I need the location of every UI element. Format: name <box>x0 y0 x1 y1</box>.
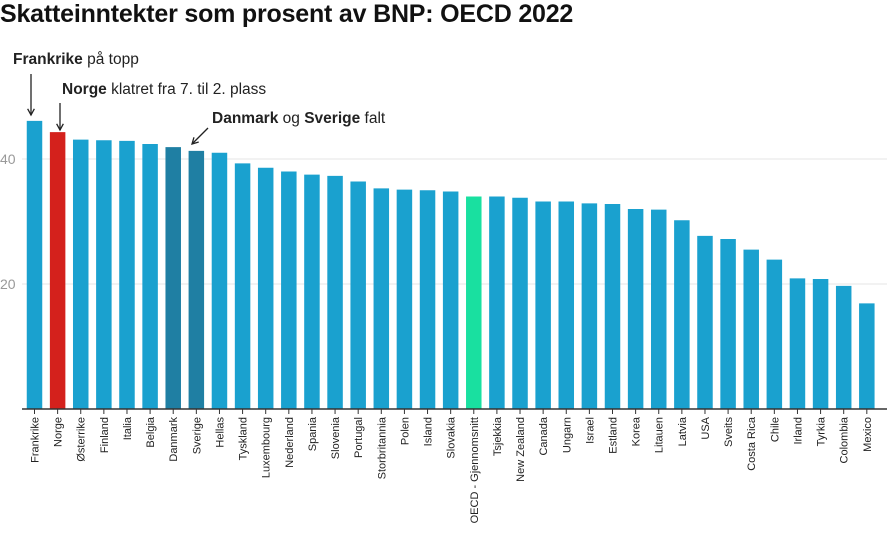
x-tick-label: Sveits <box>723 417 735 447</box>
x-tick-label: Danmark <box>168 417 180 462</box>
x-tick-label: Nederland <box>284 417 296 468</box>
annotation-sverige: Danmark og Sverige falt <box>212 110 386 127</box>
x-tick-label: Spania <box>307 416 319 451</box>
x-tick-label: Luxembourg <box>261 417 273 478</box>
bar-finland <box>96 140 112 409</box>
x-tick-label: Norge <box>53 417 65 447</box>
annotation-norge: Norge klatret fra 7. til 2. plass <box>62 81 266 98</box>
x-tick-label: Storbritannia <box>376 416 388 479</box>
x-tick-label: Polen <box>399 417 411 445</box>
y-tick-label: 40 <box>0 151 16 167</box>
x-tick-label: Costa Rica <box>746 416 758 471</box>
bar-sverige <box>188 150 205 409</box>
x-tick-label: USA <box>700 416 712 439</box>
bar-island <box>419 190 436 409</box>
bar-storbritannia <box>373 188 390 409</box>
x-tick-label: Portugal <box>353 417 365 458</box>
bar-østerrike <box>72 139 89 409</box>
x-tick-label: Tyrkia <box>816 416 828 446</box>
x-tick-label: Colombia <box>839 416 851 463</box>
x-tick-label: Belgia <box>145 416 157 447</box>
bar-slovenia <box>327 175 343 409</box>
bar-chile <box>766 259 783 409</box>
bar-oecd-gjennomsnitt <box>466 196 482 409</box>
annotation-frankrike: Frankrike på topp <box>13 51 139 68</box>
chart-title: Skatteinntekter som prosent av BNP: OECD… <box>0 0 574 28</box>
x-tick-label: Estland <box>608 417 620 454</box>
y-tick-label: 20 <box>0 276 16 292</box>
x-tick-label: Korea <box>631 416 643 446</box>
bar-canada <box>535 201 551 409</box>
bar-colombia <box>835 285 852 409</box>
bar-danmark <box>165 147 181 409</box>
x-tick-label: Tyskland <box>238 417 250 460</box>
x-tick-label: Canada <box>538 416 550 455</box>
arrowhead-icon <box>56 123 64 132</box>
bar-luxembourg <box>257 167 274 409</box>
x-tick-label: Irland <box>792 417 804 445</box>
x-tick-label: Island <box>423 417 435 446</box>
bar-spania <box>304 174 320 409</box>
bar-polen <box>396 189 413 409</box>
bar-usa <box>697 235 713 409</box>
bar-mexico <box>859 303 875 409</box>
bar-sveits <box>720 239 736 409</box>
bar-frankrike <box>26 120 43 409</box>
x-tick-label: Ungarn <box>561 417 573 453</box>
bar-ungarn <box>558 201 575 409</box>
x-tick-label: Slovakia <box>446 416 458 458</box>
bar-costa-rica <box>743 249 759 409</box>
bar-belgia <box>142 144 158 409</box>
x-tick-label: Israel <box>584 417 596 444</box>
x-tick-label: OECD - Gjennomsnitt <box>469 417 481 523</box>
x-tick-label: Sverige <box>191 417 203 454</box>
annotation-arrow <box>191 127 209 145</box>
x-tick-label: New Zealand <box>515 417 527 482</box>
x-tick-label: Tsjekkia <box>492 416 504 456</box>
bar-italia <box>119 140 135 409</box>
bar-tyskland <box>234 163 251 409</box>
x-tick-label: Italia <box>122 416 134 440</box>
x-tick-label: Litauen <box>654 417 666 453</box>
bar-korea <box>627 209 644 409</box>
bar-israel <box>581 203 598 409</box>
x-tick-label: Østerrike <box>76 417 88 462</box>
bar-portugal <box>350 181 366 409</box>
x-tick-label: Latvia <box>677 416 689 446</box>
x-tick-label: Frankrike <box>30 417 42 463</box>
arrowhead-icon <box>27 108 35 117</box>
bar-estland <box>604 204 621 409</box>
bar-new-zealand <box>512 197 528 409</box>
x-tick-label: Hellas <box>214 417 226 448</box>
bar-tsjekkia <box>489 196 505 409</box>
bar-nederland <box>281 171 297 409</box>
bar-irland <box>789 278 806 409</box>
x-tick-label: Finland <box>99 417 111 453</box>
bar-norge <box>49 132 66 409</box>
arrowhead-icon <box>191 137 199 145</box>
bar-tyrkia <box>812 279 829 409</box>
x-tick-label: Chile <box>769 417 781 442</box>
bar-slovakia <box>442 191 459 409</box>
x-tick-label: Slovenia <box>330 416 342 459</box>
bar-latvia <box>674 220 690 409</box>
bar-hellas <box>211 152 228 409</box>
x-tick-label: Mexico <box>862 417 874 452</box>
bar-litauen <box>650 209 667 409</box>
